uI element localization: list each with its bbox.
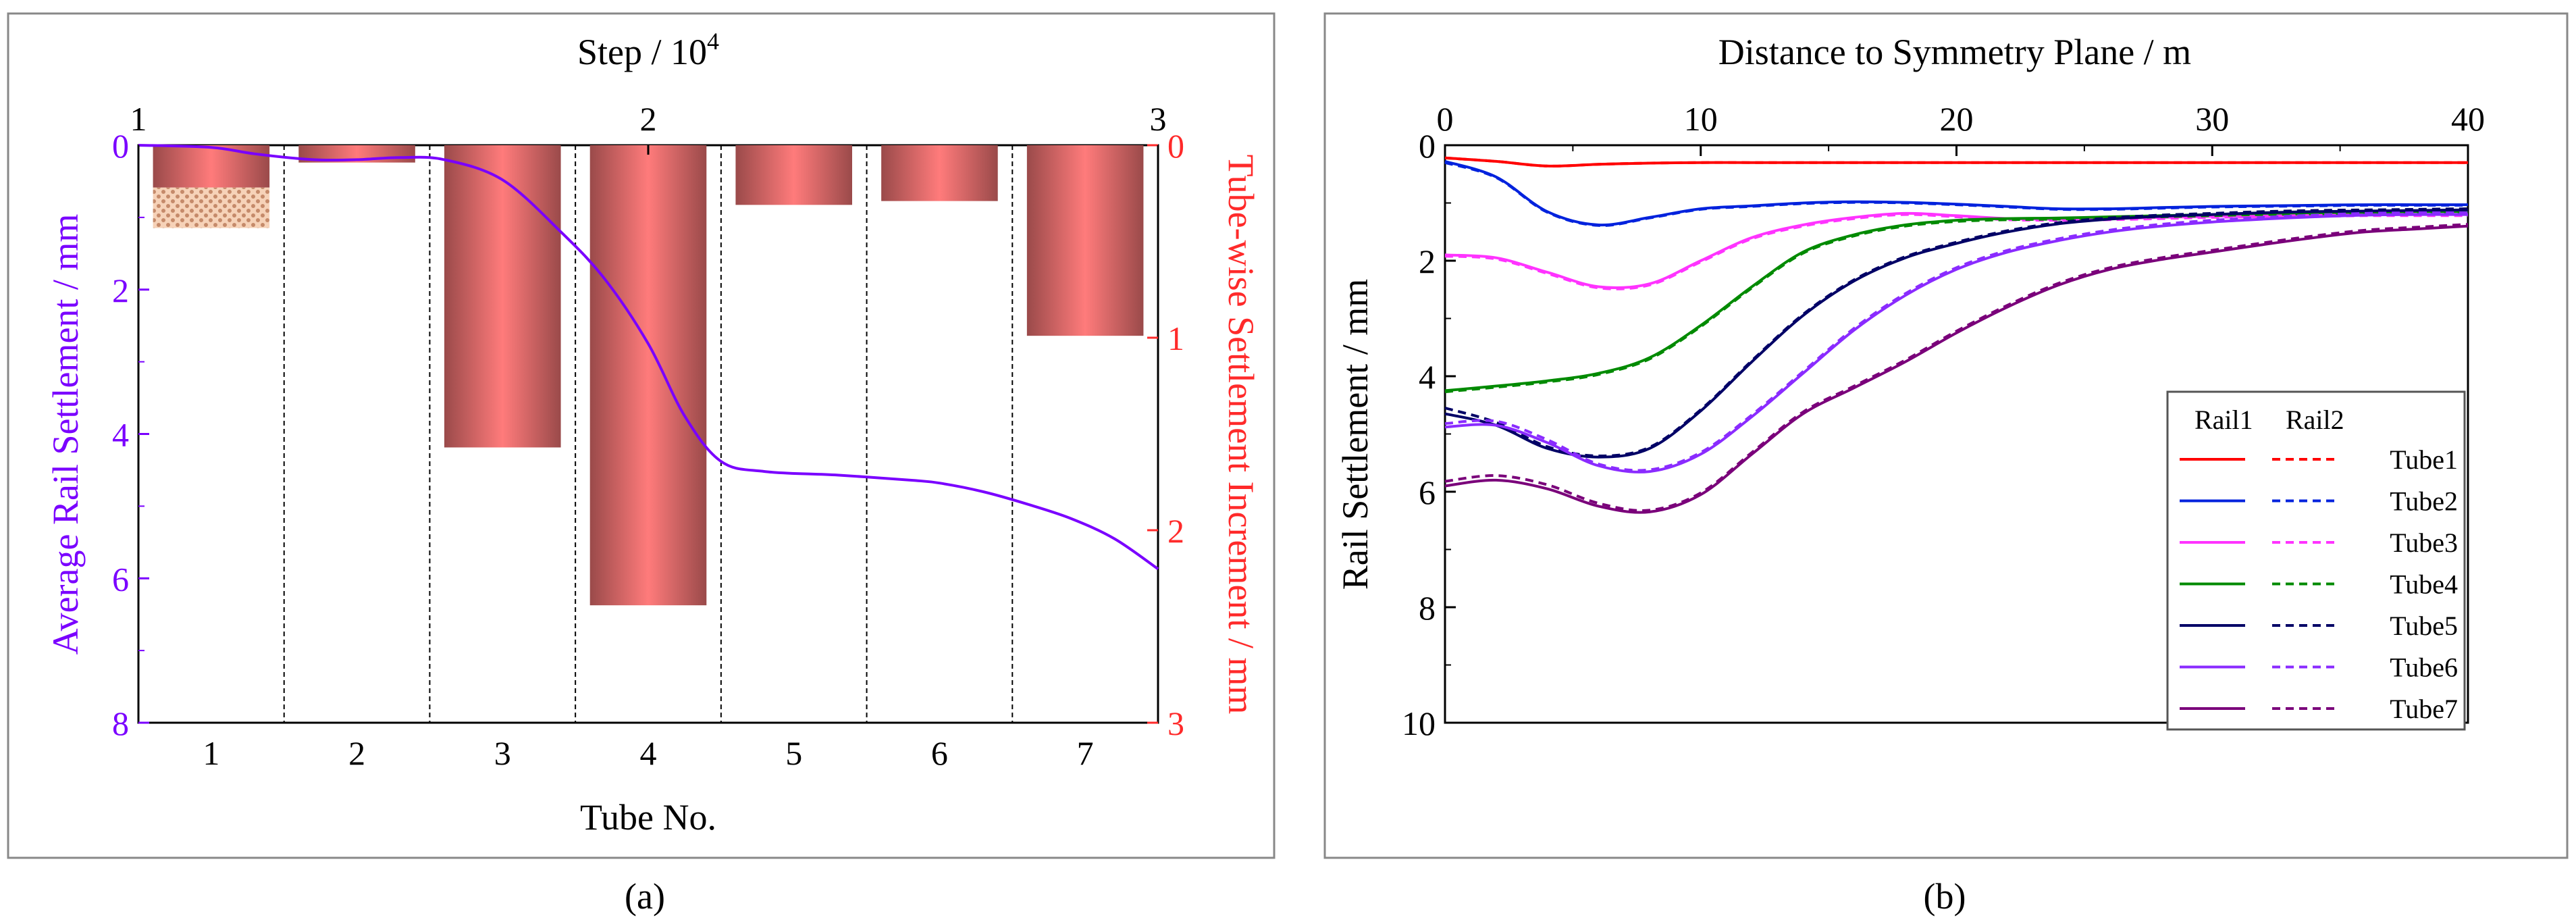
panel-b-frame (1323, 12, 2569, 859)
tube2-rail2-line (1444, 161, 2468, 227)
b-lines (1444, 156, 2469, 514)
a-bottom-tick-label: 5 (785, 734, 802, 772)
a-right-tick-label: 3 (1167, 704, 1184, 742)
a-left-tick-label: 8 (112, 704, 129, 742)
b-left-tick-label: 10 (1402, 704, 1436, 742)
b-left-axis-ticks: 0 2 4 6 8 10 (1402, 127, 1456, 742)
a-bottom-tick-label: 4 (640, 734, 657, 772)
a-right-axis-ticks: 0 1 2 3 (1147, 127, 1184, 742)
legend-tube3-label: Tube3 (2390, 528, 2458, 558)
panel-a-frame (7, 12, 1276, 859)
a-left-axis-ticks: 0 2 4 6 8 (112, 127, 149, 742)
tube7-rail1-line (1444, 224, 2469, 514)
a-top-tick-label: 2 (640, 100, 657, 138)
tube5-rail2-line (1444, 207, 2469, 458)
panel-b-caption: (b) (1924, 876, 1966, 917)
b-left-tick-label: 4 (1419, 358, 1436, 396)
tube6-rail1-line (1444, 213, 2469, 473)
b-left-tick-label: 6 (1419, 473, 1436, 511)
a-bottom-tick-label: 3 (494, 734, 511, 772)
b-top-axis-ticks: 0 10 20 30 40 (1437, 100, 2485, 156)
b-top-tick-label: 30 (2195, 100, 2229, 138)
a-left-tick-label: 2 (112, 272, 129, 309)
a-right-tick-label: 1 (1167, 319, 1184, 357)
a-left-axis-label: Average Rail Settlement / mm (45, 214, 86, 655)
a-bottom-tick-label: 1 (203, 734, 219, 772)
bar-tube-3 (444, 145, 561, 448)
a-left-tick-label: 4 (112, 416, 129, 454)
tube4-rail2-line (1444, 211, 2469, 394)
b-top-tick-label: 20 (1940, 100, 1974, 138)
b-top-axis-label: Distance to Symmetry Plane / m (1718, 32, 2191, 72)
legend-tube2-label: Tube2 (2390, 486, 2458, 517)
panel-b: 0 2 4 6 8 10 0 10 20 30 40 Distance to Symmetry P… (1323, 12, 2569, 917)
b-top-tick-label: 10 (1684, 100, 1718, 138)
a-bottom-tick-label: 6 (931, 734, 948, 772)
tube7-rail2-line (1444, 223, 2469, 512)
bar-tube-5 (735, 145, 852, 205)
panel-a-caption: (a) (625, 876, 665, 917)
bar-tube-6 (881, 145, 998, 201)
a-top-axis-label: Step / 104 (577, 28, 719, 72)
tube1-rail2-line (1444, 156, 2468, 168)
b-left-axis-label: Rail Settlement / mm (1335, 279, 1375, 590)
b-left-tick-label: 2 (1419, 242, 1436, 280)
b-legend-box (2166, 390, 2466, 731)
a-left-tick-label: 0 (112, 127, 129, 165)
tube6-rail2-line (1444, 211, 2469, 472)
a-right-tick-label: 0 (1167, 127, 1184, 165)
b-legend: Rail1 Rail2 Tube1Tube2Tube3Tube4Tube5Tub… (2166, 390, 2466, 731)
a-left-tick-label: 6 (112, 560, 129, 598)
b-left-tick-label: 8 (1419, 589, 1436, 627)
b-left-tick-label: 0 (1419, 127, 1436, 165)
a-bottom-axis-ticks: 1 2 3 4 5 6 7 (203, 734, 1093, 772)
a-bars (153, 145, 1144, 606)
a-bottom-tick-label: 7 (1077, 734, 1094, 772)
bar-tube-7 (1026, 145, 1144, 336)
bar-tube-4 (589, 145, 707, 606)
a-top-tick-label: 1 (130, 100, 147, 138)
bar-tube-1 (153, 145, 270, 188)
bar-tube-1-hatched (153, 187, 270, 228)
a-right-axis-label: Tube-wise Settlement Increment / mm (1221, 155, 1261, 715)
b-top-tick-label: 40 (2451, 100, 2485, 138)
a-top-tick-label: 3 (1150, 100, 1167, 138)
b-legend-rows: Tube1 Tube2 Tube3 Tube4 Tube5 Tube6 Tube7 (2180, 444, 2458, 724)
legend-tube1-label: Tube1 (2390, 444, 2458, 475)
legend-header-rail1: Rail1 (2194, 405, 2253, 435)
legend-tube5-label: Tube5 (2390, 611, 2458, 641)
a-top-axis-ticks: 1 2 3 (130, 100, 1167, 155)
a-bottom-tick-label: 2 (348, 734, 365, 772)
legend-tube4-label: Tube4 (2390, 569, 2458, 600)
a-dividers (283, 145, 1014, 723)
legend-header-rail2: Rail2 (2286, 405, 2344, 435)
legend-tube7-label: Tube7 (2390, 694, 2458, 724)
b-top-tick-label: 0 (1437, 100, 1454, 138)
a-right-tick-label: 2 (1167, 512, 1184, 550)
legend-tube6-label: Tube6 (2390, 652, 2458, 683)
a-bottom-axis-label: Tube No. (580, 797, 716, 838)
average-rail-settlement-line (138, 144, 1159, 571)
